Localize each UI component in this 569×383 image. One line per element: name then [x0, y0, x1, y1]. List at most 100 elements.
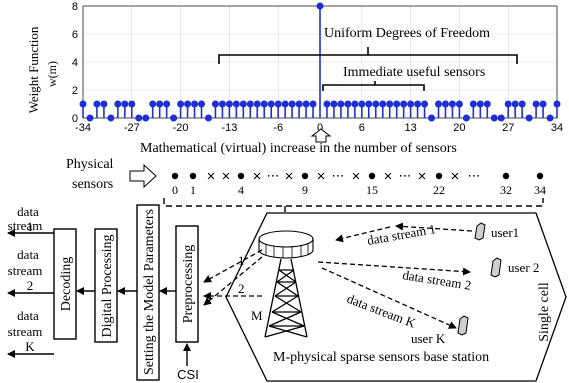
- stem-point: [316, 2, 324, 118]
- x-tick-label: 0: [317, 122, 323, 134]
- stem-series: [79, 2, 561, 122]
- stem-point: [351, 100, 359, 118]
- stem-marker: [142, 114, 150, 122]
- stem-marker: [421, 100, 429, 108]
- stem-point: [156, 100, 164, 118]
- stem-point: [239, 100, 247, 118]
- stem-point: [428, 114, 436, 122]
- stream-2-line: [317, 261, 471, 276]
- output-1-line3: 1: [27, 219, 34, 234]
- stem-marker: [407, 100, 415, 108]
- stem-point: [135, 114, 143, 122]
- stem-point: [309, 100, 317, 118]
- sensor-ellipsis: ⋯: [332, 168, 345, 183]
- y-tick-labels: 0 2 4 6 8: [72, 1, 78, 125]
- stem-marker: [330, 100, 338, 108]
- userk-label: user K: [411, 331, 446, 346]
- stem-point: [469, 100, 477, 118]
- virtual-sensor-cross: ×: [285, 168, 294, 185]
- stem-marker: [344, 100, 352, 108]
- sensor-index-label: 1: [190, 183, 196, 197]
- stem-point: [149, 100, 157, 118]
- model-parameters-label: Setting the Model Parameters: [142, 209, 157, 375]
- stem-point: [142, 114, 150, 122]
- stem-marker: [114, 100, 122, 108]
- y-tick-label: 0: [72, 113, 78, 125]
- stem-point: [358, 100, 366, 118]
- sensor-index-label: 4: [238, 183, 244, 197]
- stem-point: [414, 100, 422, 118]
- stem-point: [323, 100, 331, 118]
- sensor-index-label: 9: [302, 183, 308, 197]
- x-tick-label: 13: [404, 122, 416, 134]
- stem-marker: [400, 100, 408, 108]
- stem-marker: [302, 100, 310, 108]
- stem-point: [121, 100, 129, 118]
- output-2-line3: 2: [27, 278, 34, 293]
- output-k-line1: data: [17, 308, 39, 323]
- stem-marker: [379, 100, 387, 108]
- tower-icon: [264, 258, 308, 338]
- y-tick-label: 6: [72, 29, 78, 41]
- stem-marker: [414, 100, 422, 108]
- stem-point: [518, 100, 526, 118]
- stem-marker: [553, 100, 561, 108]
- stem-point: [455, 100, 463, 118]
- stem-point: [288, 100, 296, 118]
- stem-marker: [128, 100, 136, 108]
- path-m-arrow: [203, 256, 263, 306]
- path-m-label: M: [251, 308, 263, 323]
- stem-point: [365, 100, 373, 118]
- stream-1-line-b: [395, 222, 473, 232]
- useful-sensors-label: Immediate useful sensors: [343, 65, 485, 80]
- stem-point: [344, 100, 352, 118]
- cell-hexagon: [225, 212, 567, 382]
- sensor-array: 0 1 × × 4 × ⋯ × 9 × ⋯ × 15 × ⋯ × 22 × ⋯ 32 34: [171, 168, 546, 197]
- stem-point: [462, 114, 470, 122]
- stem-marker: [135, 114, 143, 122]
- sensor-dot: [435, 172, 443, 180]
- stem-marker: [372, 100, 380, 108]
- sensor-index-label: 22: [433, 183, 445, 197]
- sensor-to-cell-dashed-line: [163, 198, 544, 214]
- stem-point: [407, 100, 415, 118]
- stem-point: [379, 100, 387, 118]
- stem-point: [128, 100, 136, 118]
- preprocessing-label: Preprocessing: [181, 245, 196, 324]
- stem-point: [546, 114, 554, 122]
- stream-k-label: data stream K: [345, 291, 418, 331]
- stem-marker: [79, 100, 87, 108]
- stem-point: [100, 100, 108, 118]
- x-tick-label: 6: [359, 122, 365, 134]
- stem-point: [448, 100, 456, 118]
- physical-label-line1: Physical: [66, 157, 114, 172]
- stem-marker: [191, 100, 199, 108]
- stem-marker: [497, 114, 505, 122]
- stem-marker: [469, 100, 477, 108]
- stem-point: [330, 100, 338, 118]
- virtual-sensor-cross: ×: [384, 168, 393, 185]
- stem-point: [441, 100, 449, 118]
- stem-point: [184, 100, 192, 118]
- virtual-sensor-cross: ×: [222, 168, 231, 185]
- stem-point: [274, 100, 282, 118]
- stem-point: [260, 100, 268, 118]
- antenna-array-icon: [258, 230, 314, 259]
- sensor-index-label: 0: [172, 183, 178, 197]
- x-tick-label: 20: [453, 122, 465, 134]
- stem-point: [337, 100, 345, 118]
- stem-marker: [386, 100, 394, 108]
- stem-point: [79, 100, 87, 118]
- stem-point: [504, 100, 512, 118]
- stem-marker: [532, 100, 540, 108]
- stem-marker: [197, 100, 205, 108]
- stem-point: [232, 100, 240, 118]
- stem-point: [372, 100, 380, 118]
- stem-marker: [253, 100, 261, 108]
- stem-point: [197, 100, 205, 118]
- stem-marker: [218, 100, 226, 108]
- sensor-dot: [171, 172, 179, 180]
- stem-marker: [288, 100, 296, 108]
